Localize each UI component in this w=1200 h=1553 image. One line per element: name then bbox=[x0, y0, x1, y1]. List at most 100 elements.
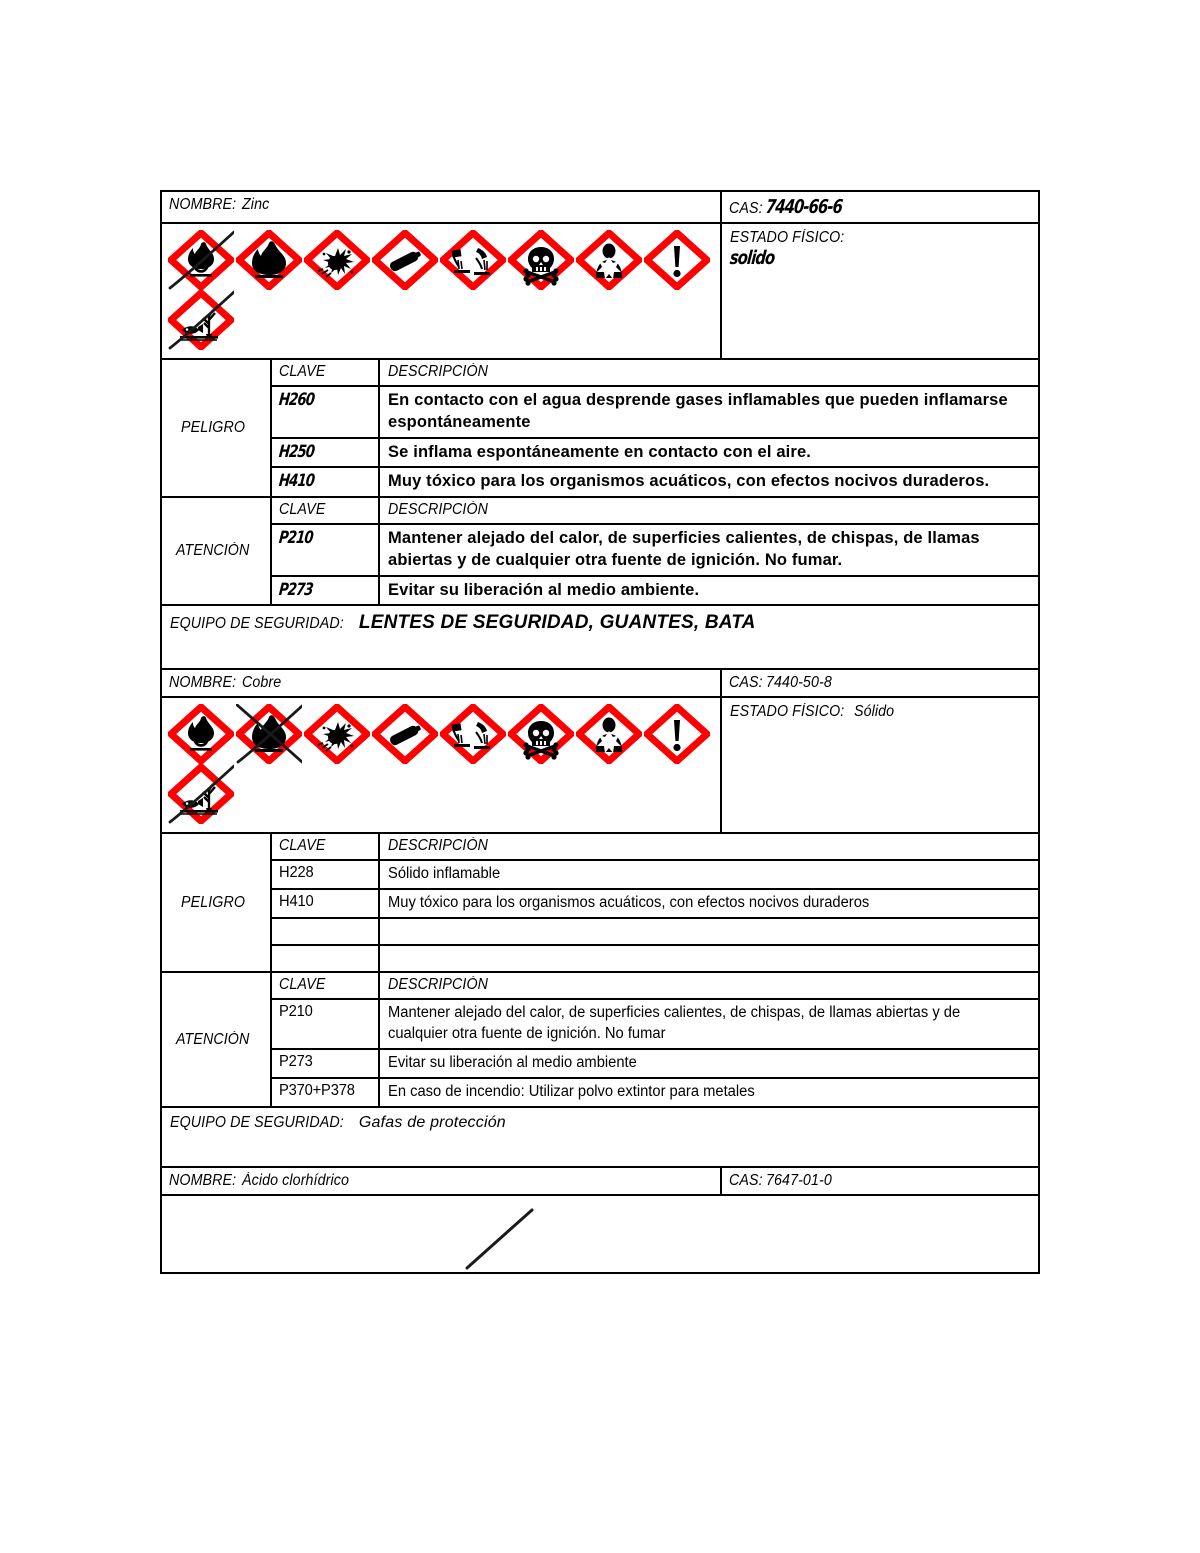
nombre-cell: NOMBRE: Cobre bbox=[162, 670, 722, 697]
descripcion-header-label: DESCRIPCIÓN bbox=[388, 976, 489, 994]
signal-word-cell: PELIGRO bbox=[162, 834, 272, 972]
descripcion-header-cell: DESCRIPCIÓN bbox=[380, 498, 1038, 523]
estado-fisico-value: Sólido bbox=[854, 703, 895, 721]
cas-cell: CAS: 7440-50-8 bbox=[722, 670, 1038, 696]
descripcion-cell: Se inflama espontáneamente en contacto c… bbox=[380, 439, 1038, 467]
pictogram-line-2 bbox=[168, 764, 716, 824]
hazard-header-row: CLAVE DESCRIPCIÓN bbox=[272, 834, 1038, 862]
clave-cell: P370+P378 bbox=[272, 1078, 380, 1106]
environment-dead-tree-fish-icon bbox=[168, 764, 234, 824]
estado-fisico-cell: ESTADO FÍSICO: Sólido bbox=[722, 698, 1038, 832]
equipo-label: EQUIPO DE SEGURIDAD: bbox=[170, 615, 344, 633]
equipo-de-seguridad-row: EQUIPO DE SEGURIDAD: LENTES DE SEGURIDAD,… bbox=[162, 606, 1038, 671]
clave-value: P273 bbox=[279, 1053, 313, 1071]
clave-value: H410 bbox=[278, 471, 315, 492]
clave-header-label: CLAVE bbox=[279, 837, 326, 855]
clave-cell: P273 bbox=[272, 576, 380, 605]
equipo-value: Gafas de protección bbox=[358, 1113, 506, 1131]
table-row: P210 Mantener alejado del calor, de super… bbox=[272, 1000, 1038, 1051]
cas-cell: CAS: 7647-01-0 bbox=[722, 1168, 1038, 1194]
table-row: H410 Muy tóxico para los organismos acuát… bbox=[272, 890, 1038, 920]
table-row: P273 Evitar su liberación al medio ambien… bbox=[272, 576, 1038, 605]
hazard-section-atencion: ATENCIÓN CLAVE DESCRIPCIÓN P210 Mantener ale… bbox=[162, 498, 1038, 607]
clave-cell: H260 bbox=[272, 387, 380, 437]
gas-cylinder-icon bbox=[372, 230, 438, 290]
descripcion-header-label: DESCRIPCIÓN bbox=[388, 501, 489, 519]
clave-header-cell: CLAVE bbox=[272, 360, 380, 385]
descripcion-header-label: DESCRIPCIÓN bbox=[388, 837, 489, 855]
clave-header-label: CLAVE bbox=[279, 363, 326, 380]
signal-word-label: ATENCIÓN bbox=[176, 1030, 250, 1048]
descripcion-value: Muy tóxico para los organismos acuáticos… bbox=[388, 472, 990, 491]
hazard-section-peligro: PELIGRO CLAVE DESCRIPCIÓN H228 Sólido infla… bbox=[162, 834, 1038, 974]
cas-label: CAS: bbox=[729, 674, 763, 692]
descripcion-value: Se inflama espontáneamente en contacto c… bbox=[388, 442, 812, 461]
table-row: H260 En contacto con el agua desprende ga… bbox=[272, 387, 1038, 439]
table-row: H228 Sólido inflamable bbox=[272, 861, 1038, 891]
clave-header-label: CLAVE bbox=[279, 976, 326, 994]
table-row: P273 Evitar su liberación al medio ambien… bbox=[272, 1050, 1038, 1079]
skull-and-crossbones-icon bbox=[508, 704, 574, 764]
cas-value: 7440-50-8 bbox=[765, 674, 832, 692]
clave-value: H250 bbox=[278, 441, 315, 462]
equipo-value: LENTES DE SEGURIDAD, GUANTES, BATA bbox=[358, 612, 756, 634]
entry-header-acido-clorhidrico: NOMBRE: Ácido clorhídrico CAS: 7647-01-0 bbox=[162, 1167, 1038, 1196]
nombre-label: NOMBRE: bbox=[169, 196, 237, 213]
oxidizing-flame-over-circle-icon bbox=[168, 704, 234, 764]
hazard-header-row: CLAVE DESCRIPCIÓN bbox=[272, 360, 1038, 387]
cas-label: CAS: bbox=[729, 200, 763, 217]
clave-value: P273 bbox=[278, 579, 314, 600]
signal-word-cell: ATENCIÓN bbox=[162, 973, 272, 1106]
hazard-rows: CLAVE DESCRIPCIÓN P210 Mantener alejado del… bbox=[272, 498, 1038, 605]
descripcion-cell: Evitar su liberación al medio ambiente. bbox=[380, 577, 1038, 605]
table-row: H410 Muy tóxico para los organismos acuát… bbox=[272, 468, 1038, 497]
clave-value: H260 bbox=[278, 390, 315, 410]
skull-and-crossbones-icon bbox=[508, 230, 574, 290]
descripcion-cell: Muy tóxico para los organismos acuáticos… bbox=[380, 468, 1038, 496]
flammable-flame-icon bbox=[236, 704, 302, 764]
table-row: P210 Mantener alejado del calor, de super… bbox=[272, 525, 1038, 577]
hazard-section-peligro: PELIGRO CLAVE DESCRIPCIÓN H260 En contacto c… bbox=[162, 360, 1038, 499]
descripcion-cell: Mantener alejado del calor, de superfici… bbox=[380, 1000, 1038, 1048]
health-hazard-icon bbox=[576, 704, 642, 764]
explosive-bomb-icon bbox=[304, 704, 370, 764]
hazard-rows: CLAVE DESCRIPCIÓN P210 Mantener alejado del… bbox=[272, 973, 1038, 1106]
clave-cell: H250 bbox=[272, 438, 380, 467]
clave-cell: P210 bbox=[272, 525, 380, 575]
entry-header-zinc: NOMBRE: Zinc CAS:7440-66-6 bbox=[162, 192, 1038, 224]
descripcion-header-cell: DESCRIPCIÓN bbox=[380, 973, 1038, 998]
descripcion-header-cell: DESCRIPCIÓN bbox=[380, 834, 1038, 859]
pictogram-container bbox=[162, 224, 722, 358]
entry-header-cobre: NOMBRE: Cobre CAS: 7440-50-8 bbox=[162, 670, 1038, 699]
equipo-label: EQUIPO DE SEGURIDAD: bbox=[170, 1113, 344, 1131]
signal-word-label: PELIGRO bbox=[181, 893, 246, 911]
clave-header-label: CLAVE bbox=[279, 501, 326, 519]
flammable-flame-icon bbox=[236, 230, 302, 290]
descripcion-header-cell: DESCRIPCIÓN bbox=[380, 360, 1038, 385]
clave-header-cell: CLAVE bbox=[272, 834, 380, 860]
clave-cell bbox=[272, 946, 380, 972]
descripcion-cell: Muy tóxico para los organismos acuáticos… bbox=[380, 890, 1038, 917]
estado-fisico-label: ESTADO FÍSICO: bbox=[730, 703, 845, 721]
clave-cell bbox=[272, 919, 380, 945]
clave-value: H228 bbox=[279, 864, 314, 882]
cas-label: CAS: bbox=[729, 1171, 763, 1189]
hazard-rows: CLAVE DESCRIPCIÓN H260 En contacto con el a… bbox=[272, 360, 1038, 497]
clave-cell: H410 bbox=[272, 468, 380, 497]
safety-data-sheet-table: NOMBRE: Zinc CAS:7440-66-6 ESTADO FÍSICO: s… bbox=[160, 190, 1040, 1274]
nombre-value: Cobre bbox=[242, 674, 282, 692]
pen-stroke-mark bbox=[162, 1196, 1038, 1272]
explosive-bomb-icon bbox=[304, 230, 370, 290]
pictogram-row-cobre: ESTADO FÍSICO: Sólido bbox=[162, 698, 1038, 835]
nombre-value: Ácido clorhídrico bbox=[242, 1171, 350, 1189]
signal-word-label: ATENCIÓN bbox=[176, 542, 250, 560]
descripcion-value: En caso de incendio: Utilizar polvo exti… bbox=[388, 1082, 755, 1100]
gas-cylinder-icon bbox=[372, 704, 438, 764]
nombre-cell: NOMBRE: Ácido clorhídrico bbox=[162, 1167, 722, 1194]
descripcion-header-label: DESCRIPCIÓN bbox=[388, 363, 489, 380]
descripcion-cell: En contacto con el agua desprende gases … bbox=[380, 387, 1038, 437]
estado-fisico-label: ESTADO FÍSICO: bbox=[730, 229, 845, 246]
pictogram-row-zinc: ESTADO FÍSICO: solido bbox=[162, 224, 1038, 360]
hazard-rows: CLAVE DESCRIPCIÓN H228 Sólido inflamable H4… bbox=[272, 834, 1038, 972]
